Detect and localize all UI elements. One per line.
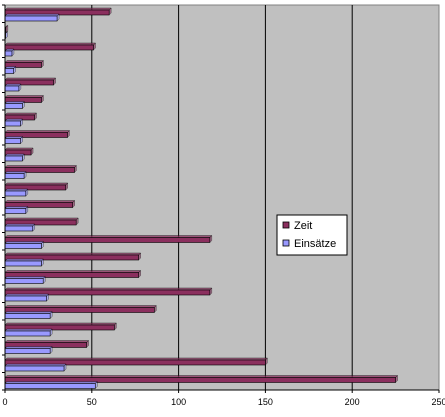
bar-depth [4, 95, 45, 98]
bar-einsaetze [4, 190, 27, 197]
bar-depth [4, 206, 29, 209]
bar-einsaetze [4, 50, 13, 57]
bar-depth [4, 200, 76, 203]
bar-einsaetze [4, 365, 65, 372]
bar-depth [4, 112, 38, 116]
axes: 0 50 100 150 200 250 [2, 4, 445, 407]
bar-depth [4, 252, 142, 256]
x-tick-label: 150 [258, 397, 273, 407]
x-tick-label: 200 [345, 397, 360, 407]
bar-einsaetze [4, 313, 51, 319]
bar-depth [4, 182, 69, 186]
bar-depth [4, 118, 24, 122]
bar-einsaetze [4, 103, 23, 109]
bar-einsaetze [4, 243, 42, 249]
bar-depth [4, 136, 24, 139]
bar-depth [4, 235, 213, 238]
bar-depth [4, 188, 29, 192]
x-tick-label: 50 [87, 397, 97, 407]
legend-label-einsaetze: Einsätze [294, 238, 336, 250]
bar-depth [4, 171, 27, 174]
bar-einsaetze [4, 138, 21, 144]
bar-depth [4, 7, 112, 11]
bar-einsaetze [4, 68, 14, 74]
bar-einsaetze [4, 120, 21, 127]
bar-depth [4, 153, 25, 157]
bar-einsaetze [4, 260, 42, 267]
x-tick-label: 0 [2, 397, 7, 407]
x-tick-label: 250 [431, 397, 445, 407]
bar-depth [4, 101, 25, 104]
bar-einsaetze [4, 225, 34, 232]
bar-depth [4, 13, 60, 17]
legend-swatch-einsaetze [282, 239, 290, 247]
bar-einsaetze [4, 155, 23, 162]
legend-label-zeit: Zeit [294, 220, 312, 232]
bar-depth [4, 223, 36, 227]
bar-einsaetze [4, 278, 44, 284]
bar-einsaetze [4, 85, 20, 92]
bar-einsaetze [4, 295, 47, 302]
plot-area [4, 4, 440, 391]
bar-depth [4, 77, 57, 81]
bar-einsaetze [4, 15, 58, 22]
legend-swatch-zeit [282, 221, 290, 229]
x-tick-label: 100 [171, 397, 186, 407]
bar-einsaetze [4, 383, 96, 389]
bar-depth [4, 165, 78, 168]
bar-depth [4, 130, 71, 133]
bar-einsaetze [4, 208, 27, 214]
bar-einsaetze [4, 330, 51, 337]
bar-einsaetze [4, 348, 51, 354]
bar-depth [4, 241, 45, 244]
legend: Zeit Einsätze [276, 214, 348, 256]
bar-depth [4, 147, 34, 151]
bars [4, 7, 399, 390]
bar-depth [4, 83, 22, 87]
bar-zeit [4, 44, 94, 51]
bar-einsaetze [4, 173, 25, 179]
bar-depth [4, 217, 79, 221]
